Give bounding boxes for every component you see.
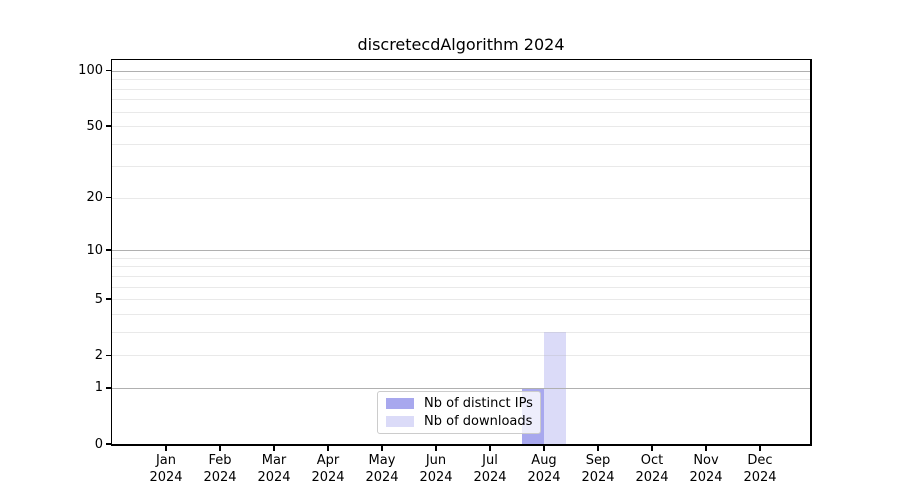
x-tick-label: Jan 2024 (136, 452, 196, 486)
x-tick (381, 445, 383, 451)
gridline-minor (112, 99, 810, 101)
gridline-major (112, 70, 810, 72)
y-tick (105, 387, 111, 389)
gridline-minor (112, 331, 810, 333)
x-tick-label: Aug 2024 (514, 452, 574, 486)
gridline-minor (112, 111, 810, 113)
legend-item: Nb of distinct IPs (386, 396, 533, 411)
y-tick (105, 354, 111, 356)
x-tick-year: 2024 (311, 470, 345, 485)
x-tick-label: Jun 2024 (406, 452, 466, 486)
x-tick-month: Sep (585, 453, 611, 468)
x-tick-month: Jun (425, 453, 447, 468)
y-tick (105, 298, 111, 300)
legend-label: Nb of distinct IPs (424, 396, 533, 411)
y-tick-label: 20 (86, 190, 103, 206)
plot-area: Nb of distinct IPs Nb of downloads 0 1 2 5 1… (78, 58, 812, 485)
x-tick-month: Apr (316, 453, 340, 468)
x-tick-month: Dec (747, 453, 773, 468)
x-tick (489, 445, 491, 451)
legend-swatch-distinct-ips (386, 398, 414, 409)
gridline-major (112, 387, 810, 389)
legend: Nb of distinct IPs Nb of downloads (377, 391, 541, 434)
gridline-minor (112, 166, 810, 168)
x-tick (597, 445, 599, 451)
gridline-minor (112, 257, 810, 259)
x-tick (435, 445, 437, 451)
x-tick-year: 2024 (689, 470, 723, 485)
x-tick-label: Nov 2024 (676, 452, 736, 486)
y-tick (105, 249, 111, 251)
x-tick-label: Sep 2024 (568, 452, 628, 486)
x-tick (705, 445, 707, 451)
x-tick-year: 2024 (581, 470, 615, 485)
x-tick-year: 2024 (365, 470, 399, 485)
legend-label: Nb of downloads (424, 414, 533, 429)
y-tick (105, 70, 111, 72)
y-tick (105, 197, 111, 199)
chart-title: discretecdAlgorithm 2024 (357, 35, 565, 54)
x-tick (165, 445, 167, 451)
gridline-minor (112, 126, 810, 128)
x-tick (273, 445, 275, 451)
gridline-minor (112, 79, 810, 81)
y-tick-label: 1 (94, 380, 103, 396)
x-tick-month: Mar (261, 453, 287, 468)
x-tick-month: Aug (531, 453, 557, 468)
x-tick-year: 2024 (473, 470, 507, 485)
x-tick (219, 445, 221, 451)
x-tick-year: 2024 (527, 470, 561, 485)
gridline-minor (112, 313, 810, 315)
gridline-minor (112, 355, 810, 357)
x-tick-label: Jul 2024 (460, 452, 520, 486)
x-tick (543, 445, 545, 451)
x-tick-month: Feb (208, 453, 232, 468)
y-tick (105, 443, 111, 445)
gridline-minor (112, 299, 810, 301)
x-tick-year: 2024 (203, 470, 237, 485)
x-tick-year: 2024 (635, 470, 669, 485)
plot-spine-top (110, 58, 812, 60)
x-tick-label: Apr 2024 (298, 452, 358, 486)
x-tick-year: 2024 (743, 470, 777, 485)
x-tick-label: Mar 2024 (244, 452, 304, 486)
x-tick-label: Feb 2024 (190, 452, 250, 486)
x-tick-year: 2024 (419, 470, 453, 485)
y-tick-label: 2 (94, 347, 103, 363)
x-tick-month: May (368, 453, 396, 468)
gridline-minor (112, 197, 810, 199)
plot-spine-left (110, 58, 112, 446)
y-tick-label: 0 (94, 436, 103, 452)
y-tick-label: 5 (94, 291, 103, 307)
x-tick-year: 2024 (149, 470, 183, 485)
plot-spine-right (810, 58, 812, 446)
plot-spine-bottom (110, 444, 812, 446)
gridline-minor (112, 88, 810, 90)
gridline-minor (112, 275, 810, 277)
x-tick-label: May 2024 (352, 452, 412, 486)
y-tick-label: 100 (78, 63, 103, 79)
legend-swatch-downloads (386, 416, 414, 427)
legend-item: Nb of downloads (386, 414, 532, 429)
x-tick-month: Oct (640, 453, 664, 468)
gridline-minor (112, 266, 810, 268)
x-tick-label: Dec 2024 (730, 452, 790, 486)
gridline-minor (112, 286, 810, 288)
x-tick-label: Oct 2024 (622, 452, 682, 486)
y-tick-label: 50 (86, 118, 103, 134)
y-tick-label: 10 (86, 242, 103, 258)
x-tick-year: 2024 (257, 470, 291, 485)
x-tick-month: Jan (155, 453, 177, 468)
x-tick (759, 445, 761, 451)
x-tick-month: Jul (482, 453, 498, 468)
gridline-minor (112, 143, 810, 145)
gridline-major (112, 250, 810, 252)
x-tick (651, 445, 653, 451)
x-tick-month: Nov (693, 453, 719, 468)
y-tick (105, 125, 111, 127)
x-tick (327, 445, 329, 451)
